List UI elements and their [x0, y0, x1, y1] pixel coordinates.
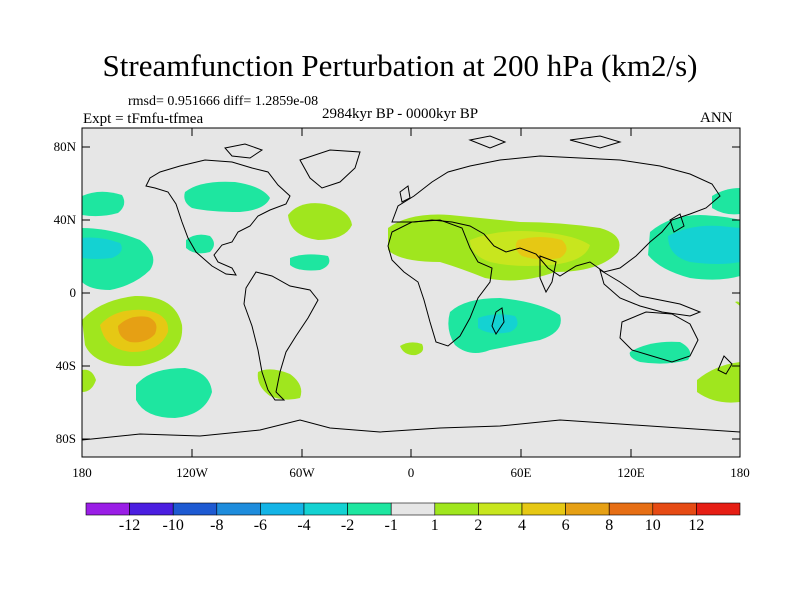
coast-africa: [387, 219, 493, 347]
coast-madagascar: [491, 307, 505, 335]
lat-label-80s: 80S: [55, 431, 76, 446]
colorbar-label: -2: [340, 517, 355, 534]
colorbar-label: 12: [688, 517, 705, 534]
coast-southeast-asia: [599, 268, 702, 317]
colorbar-label: -6: [253, 517, 268, 534]
coast-eurasia: [391, 155, 721, 277]
colorbar: [85, 502, 741, 516]
colorbar-box-7: [390, 502, 436, 516]
coast-japan: [669, 213, 685, 233]
colorbar-box-4: [260, 502, 305, 516]
anomaly-north-pacific-west: [82, 191, 125, 217]
lat-label-0: 0: [69, 285, 77, 300]
coast-arctic-islands: [224, 135, 622, 159]
coast-greenland: [299, 149, 361, 189]
lat-label-80n: 80N: [53, 139, 76, 154]
colorbar-box-5: [303, 502, 348, 516]
colorbar-box-11: [565, 502, 610, 516]
anomaly-asia-core: [515, 237, 567, 260]
colorbar-label: 4: [518, 517, 526, 534]
colorbar-box-1: [129, 502, 174, 516]
colorbar-box-3: [216, 502, 261, 516]
lon-label-0: 0: [407, 465, 415, 480]
coast-north-america: [145, 159, 291, 276]
coastlines: [82, 135, 740, 441]
anomaly-madagascar-inner: [478, 314, 518, 334]
anomaly-far-east-south: [697, 362, 740, 403]
colorbar-box-0: [85, 502, 130, 516]
anomaly-south-pacific: [136, 368, 212, 418]
colorbar-box-13: [652, 502, 697, 516]
coast-australia: [619, 311, 699, 363]
colorbar-box-10: [521, 502, 566, 516]
colorbar-box-6: [347, 502, 392, 516]
colorbar-label: -1: [384, 517, 398, 534]
coast-south-america: [243, 271, 319, 401]
lon-label-120w: 120W: [176, 465, 208, 480]
anomaly-atlantic-20n: [290, 254, 330, 271]
coast-india: [539, 255, 557, 294]
lat-label-40s: 40S: [55, 358, 76, 373]
axis-ticks: [82, 128, 740, 457]
period-label: 2984kyr BP - 0000kyr BP: [322, 106, 479, 122]
anomaly-sw-pacific-small: [735, 301, 740, 306]
season-label: ANN: [700, 110, 733, 126]
colorbar-label: -8: [210, 517, 224, 534]
anomaly-western-north-pacific-inner: [668, 225, 740, 264]
lon-label-120e: 120E: [617, 465, 645, 480]
colorbar-box-14: [696, 502, 741, 516]
anomaly-central-pacific-south-core: [118, 316, 157, 343]
lon-label-180-east: 180: [730, 465, 750, 480]
coast-new-zealand: [717, 355, 733, 375]
anomaly-southern-south-america: [257, 369, 302, 400]
colorbar-label: 10: [644, 517, 661, 534]
coast-antarctica: [82, 419, 740, 441]
colorbar-box-8: [434, 502, 479, 516]
colorbar-label: -10: [162, 517, 184, 534]
colorbar-label: 2: [474, 517, 483, 534]
anomaly-north-atlantic: [288, 203, 352, 240]
anomaly-pacific-east-tropical: [186, 234, 214, 254]
colorbar-label: 8: [605, 517, 614, 534]
colorbar-box-9: [478, 502, 523, 516]
anomaly-south-atlantic-small: [400, 342, 424, 356]
coast-uk: [399, 185, 411, 203]
experiment-label: Expt = tFmfu-tfmea: [83, 111, 204, 127]
lon-label-180-west: 180: [72, 465, 92, 480]
colorbar-box-12: [608, 502, 654, 516]
colorbar-label: -12: [118, 517, 141, 534]
anomaly-canada: [184, 181, 270, 212]
colorbar-label: 6: [561, 517, 570, 534]
lon-label-60e: 60E: [510, 465, 532, 480]
rmsd-stats: rmsd= 0.951666 diff= 1.2859e-08: [128, 94, 319, 109]
lat-label-40n: 40N: [53, 212, 76, 227]
colorbar-label: 1: [430, 517, 439, 534]
plot-title: Streamfunction Perturbation at 200 hPa (…: [102, 48, 698, 83]
anomaly-australia-south: [629, 341, 691, 364]
lon-label-60w: 60W: [289, 465, 315, 480]
colorbar-label: -4: [297, 517, 311, 534]
anomaly-east-pacific-south-edge: [82, 369, 96, 392]
colorbar-box-2: [172, 502, 218, 516]
anomaly-pacific-30n-west-inner: [82, 237, 122, 259]
anomaly-shading: [82, 181, 740, 418]
